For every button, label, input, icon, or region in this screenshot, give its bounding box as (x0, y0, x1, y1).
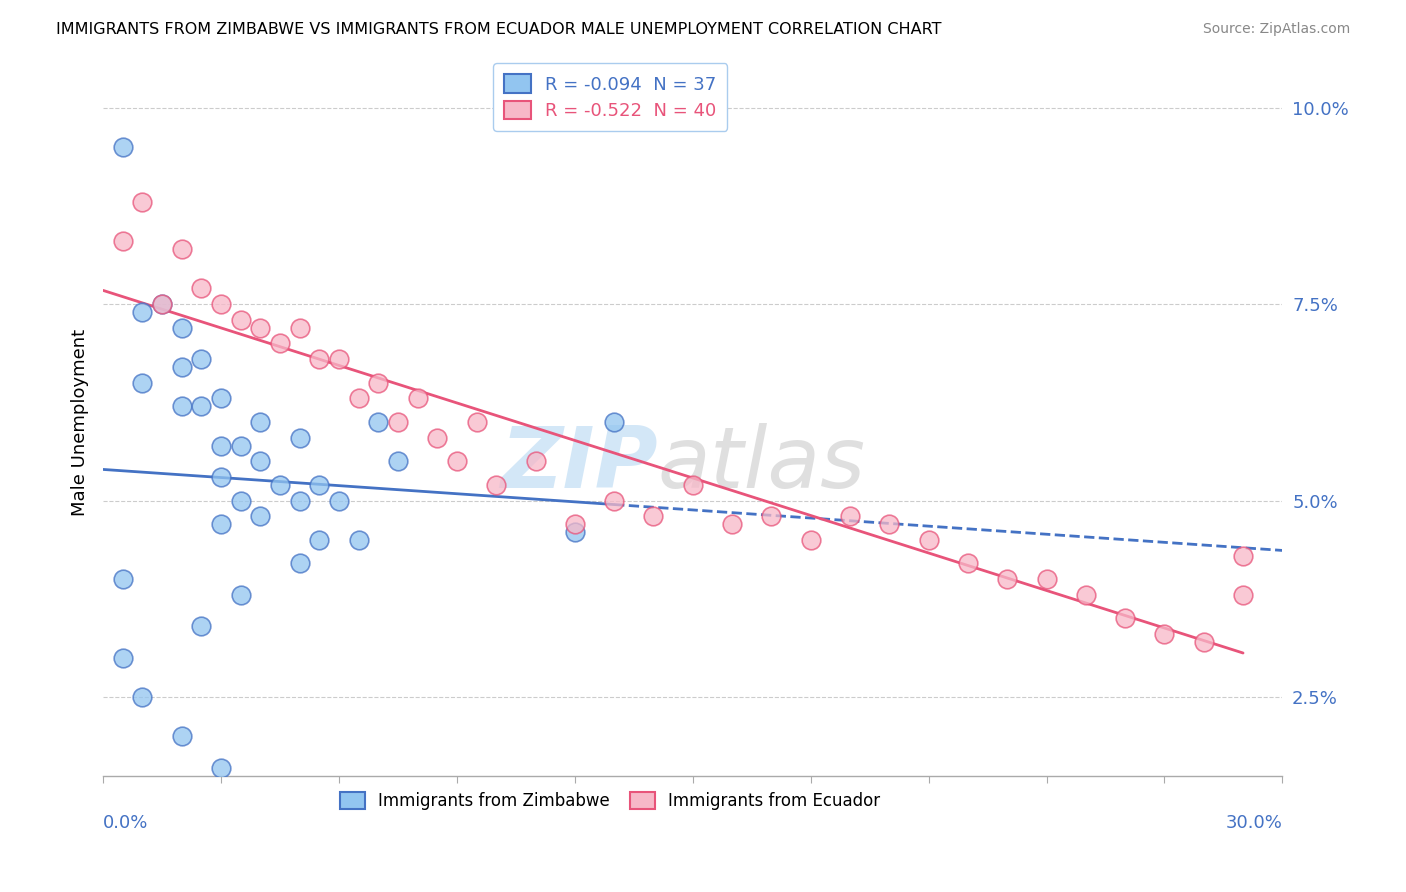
Point (170, 320, 193, 334)
Point (761, 509, 783, 524)
Text: 0.0%: 0.0% (103, 814, 149, 832)
Point (406, 392, 429, 406)
Point (288, 557, 311, 571)
Point (347, 392, 370, 406)
Point (603, 415, 626, 429)
Text: atlas: atlas (658, 423, 865, 506)
Point (308, 352, 330, 367)
Point (150, 297, 173, 311)
Point (249, 454, 271, 468)
Point (190, 619, 212, 633)
Point (288, 493, 311, 508)
Point (131, 690, 153, 704)
Point (995, 572, 1018, 586)
Point (229, 313, 252, 327)
Point (1074, 588, 1097, 602)
Point (209, 761, 232, 775)
Point (446, 454, 468, 468)
Point (131, 195, 153, 210)
Point (131, 305, 153, 319)
Point (209, 392, 232, 406)
Text: Source: ZipAtlas.com: Source: ZipAtlas.com (1202, 22, 1350, 37)
Point (956, 557, 979, 571)
Legend: Immigrants from Zimbabwe, Immigrants from Ecuador: Immigrants from Zimbabwe, Immigrants fro… (333, 785, 887, 817)
Point (249, 415, 271, 429)
Point (111, 572, 134, 586)
Point (721, 517, 744, 532)
Point (249, 320, 271, 334)
Point (426, 431, 449, 445)
Point (485, 478, 508, 492)
Point (111, 235, 134, 249)
Point (229, 439, 252, 453)
Point (249, 509, 271, 524)
Point (308, 533, 330, 547)
Point (839, 509, 862, 524)
Point (190, 352, 212, 367)
Point (229, 588, 252, 602)
Point (524, 454, 547, 468)
Point (170, 242, 193, 256)
Point (367, 376, 389, 390)
Point (209, 470, 232, 484)
Point (347, 533, 370, 547)
Point (1192, 635, 1215, 649)
Point (1232, 588, 1254, 602)
Point (111, 650, 134, 665)
Point (1153, 627, 1175, 641)
Point (387, 454, 409, 468)
Point (367, 415, 389, 429)
Point (269, 336, 291, 351)
Point (190, 281, 212, 295)
Text: IMMIGRANTS FROM ZIMBABWE VS IMMIGRANTS FROM ECUADOR MALE UNEMPLOYMENT CORRELATIO: IMMIGRANTS FROM ZIMBABWE VS IMMIGRANTS F… (56, 22, 942, 37)
Point (328, 493, 350, 508)
Point (131, 376, 153, 390)
Point (682, 478, 704, 492)
Point (170, 729, 193, 743)
Text: 30.0%: 30.0% (1226, 814, 1282, 832)
Point (288, 431, 311, 445)
Point (328, 352, 350, 367)
Point (1232, 549, 1254, 563)
Point (308, 478, 330, 492)
Point (800, 533, 823, 547)
Point (269, 478, 291, 492)
Y-axis label: Male Unemployment: Male Unemployment (72, 328, 89, 516)
Point (1035, 572, 1057, 586)
Point (387, 415, 409, 429)
Point (209, 517, 232, 532)
Point (917, 533, 939, 547)
Text: ZIP: ZIP (499, 423, 658, 506)
Point (170, 359, 193, 374)
Point (288, 320, 311, 334)
Point (643, 509, 665, 524)
Point (150, 297, 173, 311)
Point (111, 140, 134, 154)
Point (229, 493, 252, 508)
Point (564, 517, 586, 532)
Point (603, 493, 626, 508)
Point (190, 399, 212, 413)
Point (209, 439, 232, 453)
Point (465, 415, 488, 429)
Point (877, 517, 900, 532)
Point (1114, 611, 1136, 625)
Point (170, 399, 193, 413)
Point (564, 524, 586, 539)
Point (209, 297, 232, 311)
